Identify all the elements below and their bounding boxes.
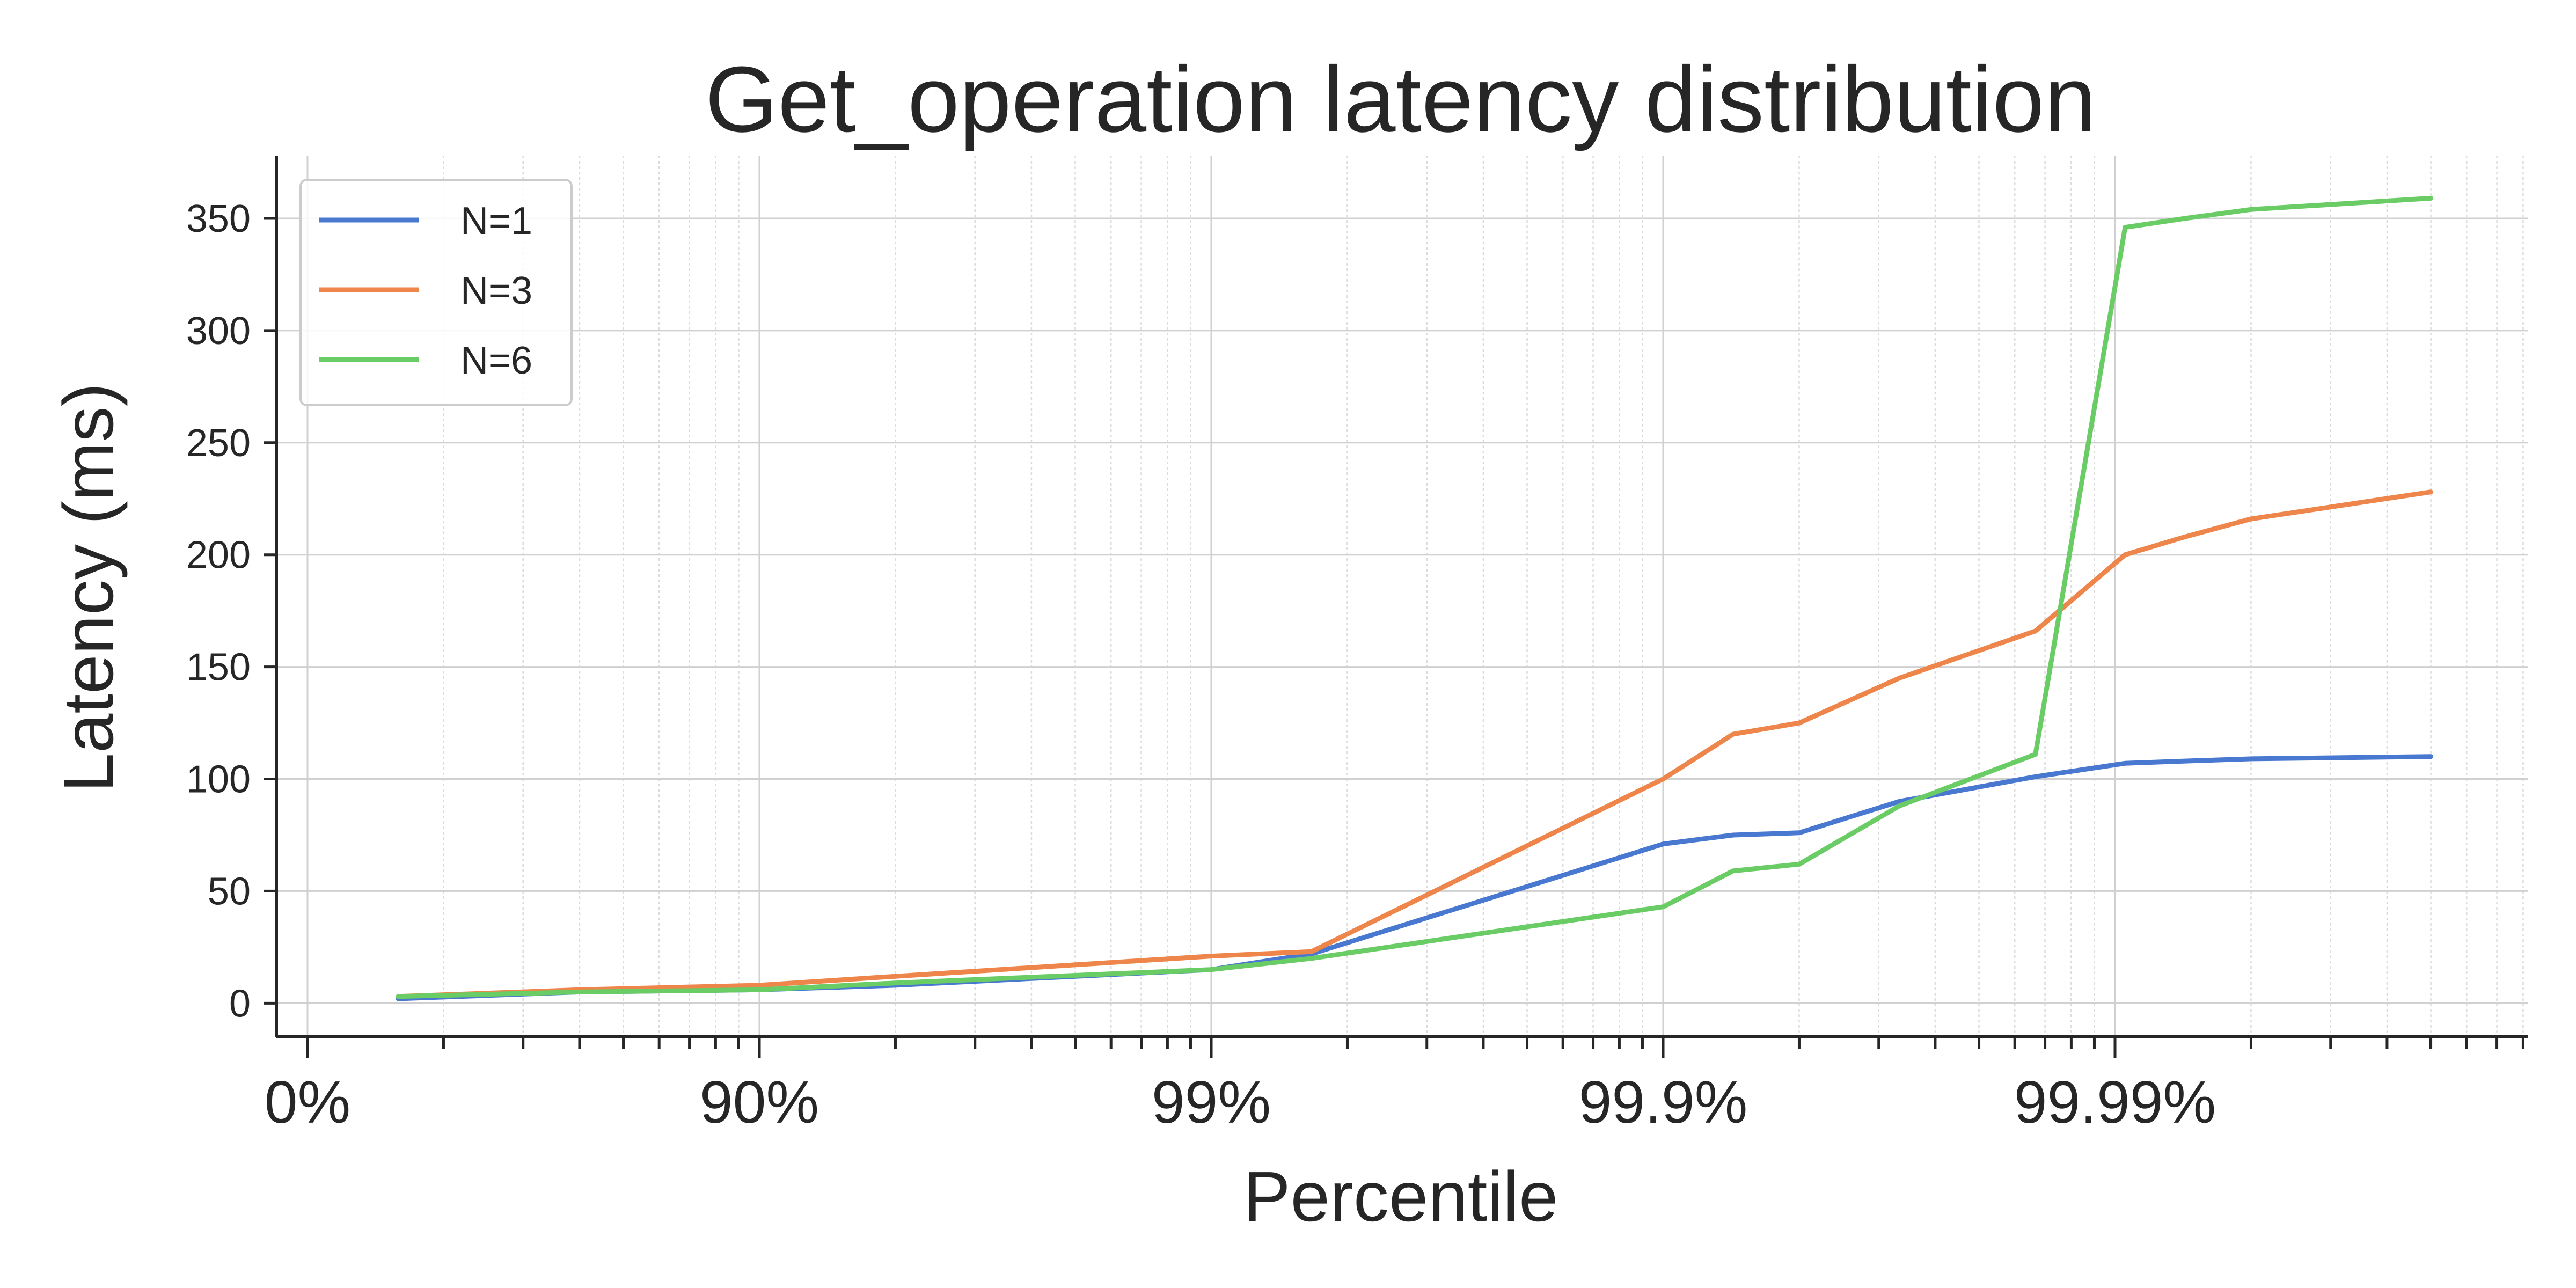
- y-tick-label: 100: [186, 758, 251, 801]
- legend-label: N=3: [460, 269, 532, 312]
- x-tick-label: 90%: [700, 1069, 819, 1136]
- series-line-n3: [396, 489, 2433, 999]
- series-line-n6: [396, 195, 2433, 999]
- y-tick-label: 150: [186, 646, 251, 689]
- chart-title: Get_operation latency distribution: [705, 47, 2096, 151]
- x-tick-label: 0%: [265, 1069, 350, 1136]
- legend-box: [299, 179, 573, 406]
- y-tick-label: 200: [186, 534, 251, 577]
- y-tick-label: 0: [229, 982, 251, 1025]
- legend-label: N=1: [460, 200, 532, 243]
- x-tick-label: 99.99%: [2014, 1069, 2216, 1136]
- y-tick-label: 250: [186, 422, 251, 465]
- legend-label: N=6: [460, 339, 532, 382]
- series-line-n1: [396, 754, 2433, 1001]
- y-tick-label: 350: [186, 197, 251, 240]
- series-lines: [396, 195, 2433, 1001]
- y-tick-label: 300: [186, 310, 251, 353]
- x-tick-label: 99%: [1152, 1069, 1271, 1136]
- legend: N=1 N=3 N=6: [299, 179, 573, 406]
- x-tick-label: 99.9%: [1579, 1069, 1748, 1136]
- x-axis-ticks: 0% 90% 99% 99.9% 99.99%: [265, 1037, 2524, 1136]
- y-tick-label: 50: [208, 870, 251, 913]
- y-axis-label: Latency (ms): [49, 383, 128, 793]
- y-axis-ticks: 0 50 100 150 200 250 300 350: [186, 197, 276, 1025]
- x-axis-label: Percentile: [1243, 1157, 1558, 1236]
- minor-gridlines: [443, 156, 2524, 1037]
